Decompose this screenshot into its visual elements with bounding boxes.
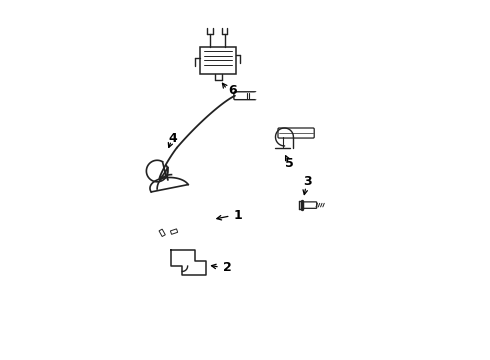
Text: 2: 2 bbox=[222, 261, 231, 274]
Bar bbox=[159, 229, 165, 237]
Circle shape bbox=[274, 147, 279, 152]
Circle shape bbox=[254, 93, 260, 99]
Text: 5: 5 bbox=[286, 157, 294, 170]
FancyBboxPatch shape bbox=[234, 92, 256, 100]
Circle shape bbox=[184, 265, 191, 271]
Text: 3: 3 bbox=[303, 175, 312, 188]
Text: 1: 1 bbox=[233, 210, 242, 222]
Text: 6: 6 bbox=[228, 84, 237, 97]
Circle shape bbox=[132, 182, 211, 261]
Circle shape bbox=[151, 201, 192, 242]
Circle shape bbox=[286, 147, 291, 152]
Bar bbox=[200, 47, 236, 74]
FancyBboxPatch shape bbox=[278, 128, 314, 138]
FancyBboxPatch shape bbox=[302, 202, 317, 208]
Text: 4: 4 bbox=[169, 132, 178, 145]
Bar bbox=[171, 229, 178, 234]
Circle shape bbox=[142, 192, 201, 251]
